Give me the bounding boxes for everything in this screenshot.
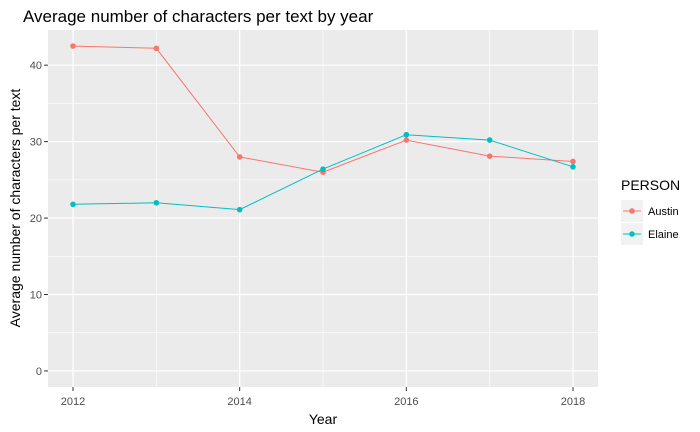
y-tick-label: 0 — [36, 366, 42, 378]
legend-title: PERSON — [621, 177, 680, 193]
y-axis-title: Average number of characters per text — [7, 89, 23, 328]
data-point-austin — [70, 43, 76, 49]
data-point-elaine — [403, 131, 410, 138]
y-tick-label: 10 — [30, 290, 42, 302]
x-tick-label: 2016 — [394, 396, 418, 408]
y-tick-label: 30 — [30, 137, 42, 149]
chart-title: Average number of characters per text by… — [23, 7, 374, 26]
data-point-austin — [486, 153, 493, 159]
data-point-austin — [403, 137, 410, 143]
legend-label-austin: Austin — [648, 206, 679, 218]
data-point-austin — [236, 154, 243, 160]
x-tick-label: 2014 — [227, 396, 251, 408]
data-point-elaine — [153, 199, 160, 206]
data-point-elaine — [70, 201, 76, 208]
data-point-elaine — [236, 206, 243, 213]
legend-key-elaine — [621, 223, 643, 245]
series-points — [70, 43, 576, 213]
x-axis-title: Year — [309, 411, 338, 427]
x-tick-label: 2012 — [61, 396, 85, 408]
minor-gridlines — [48, 30, 598, 387]
data-point-elaine — [320, 166, 326, 172]
data-point-elaine — [486, 137, 493, 143]
legend-label-elaine: Elaine — [648, 229, 679, 241]
y-tick-label: 20 — [30, 213, 42, 225]
data-point-elaine — [570, 164, 576, 170]
legend-key-austin — [621, 200, 643, 222]
legend-key-point — [629, 208, 635, 214]
legend-key-point — [629, 231, 635, 237]
y-axis-ticks: 0 10 20 30 40 — [30, 60, 48, 378]
data-point-austin — [153, 45, 160, 52]
x-tick-label: 2018 — [561, 396, 585, 408]
x-axis-ticks: 2012 2014 2016 2018 — [61, 387, 585, 408]
legend: PERSON Austin Elaine — [621, 177, 680, 245]
data-point-austin — [570, 158, 576, 165]
y-tick-label: 40 — [30, 60, 42, 72]
